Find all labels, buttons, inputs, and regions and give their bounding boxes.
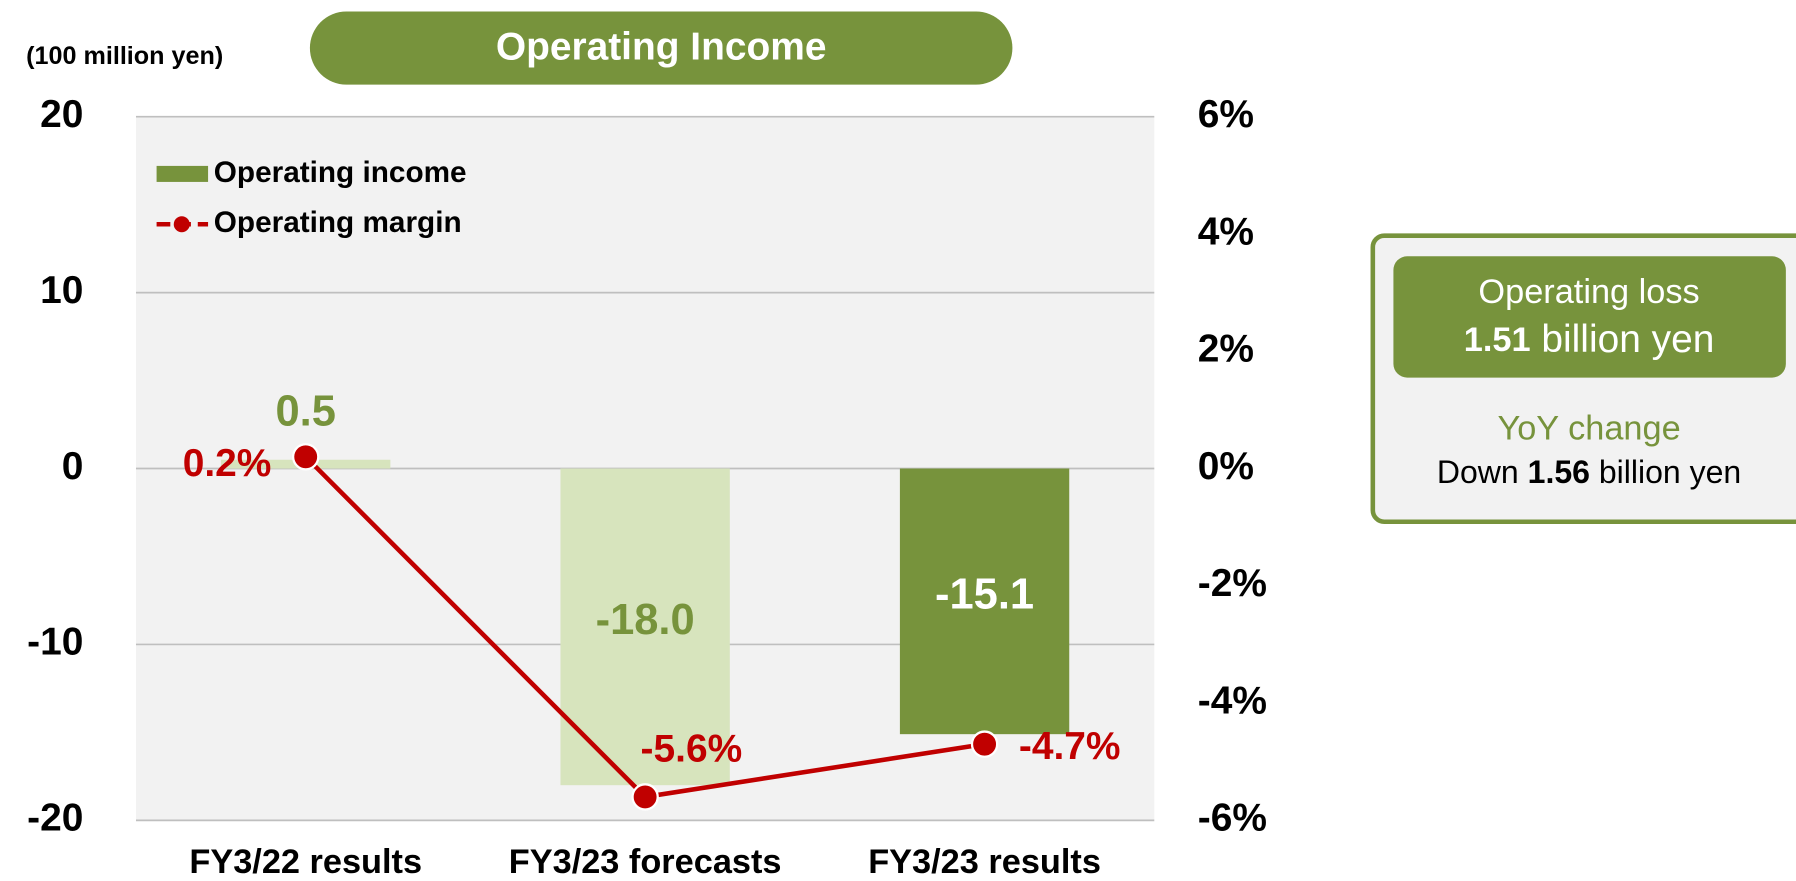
- summary-amount-line: 1.51 billion yen: [1464, 318, 1715, 361]
- y-tick-label: 20: [40, 93, 83, 136]
- bar-value-label: -15.1: [935, 570, 1034, 618]
- x-tick-label: FY3/22 results: [189, 843, 422, 881]
- x-tick-label: FY3/23 forecasts: [509, 843, 782, 881]
- line-point: [291, 443, 320, 471]
- summary-amount: 1.51: [1464, 321, 1531, 359]
- summary-change-label: YoY change: [1497, 409, 1680, 447]
- y-axis-label: (100 million yen): [26, 42, 223, 70]
- summary-change-unit: billion yen: [1599, 454, 1741, 490]
- y-tick-label: -20: [27, 797, 83, 840]
- title-pill: [309, 11, 1013, 85]
- y-tick-label: -10: [27, 621, 83, 664]
- legend-label: Operating income: [214, 156, 467, 189]
- y2-tick-label: 0%: [1198, 445, 1254, 488]
- line-value-label: -5.6%: [641, 727, 743, 770]
- summary-change-prefix: Down: [1437, 454, 1519, 490]
- y2-tick-label: -4%: [1198, 679, 1267, 722]
- line-point: [631, 783, 659, 811]
- bar-value-label: 0.5: [275, 387, 335, 435]
- y2-tick-label: 6%: [1198, 93, 1254, 136]
- summary-highlight: [1393, 256, 1786, 378]
- summary-headline: Operating loss: [1478, 273, 1699, 311]
- bar: [560, 468, 730, 786]
- line-value-label: -4.7%: [1019, 725, 1121, 768]
- y2-tick-label: -6%: [1198, 797, 1267, 840]
- y2-tick-label: 2%: [1198, 328, 1254, 371]
- bar: [899, 468, 1070, 735]
- legend-label: Operating margin: [214, 206, 462, 239]
- summary-amount-unit: billion yen: [1541, 318, 1714, 361]
- y2-tick-label: -2%: [1198, 562, 1267, 605]
- summary-box: Operating loss 1.51 billion yen YoY chan…: [1370, 233, 1796, 525]
- y-tick-label: 10: [40, 269, 83, 312]
- bar-value-label: -18.0: [596, 596, 695, 644]
- summary-change-amount: 1.56: [1528, 454, 1590, 490]
- line-point: [970, 730, 999, 758]
- legend-swatch: [156, 165, 209, 182]
- y2-tick-label: 4%: [1198, 210, 1254, 253]
- y-tick-label: 0: [62, 445, 84, 488]
- line-value-label: 0.2%: [183, 442, 272, 485]
- legend-swatch-dot: [173, 216, 190, 233]
- summary-change-line: Down 1.56 billion yen: [1437, 454, 1741, 490]
- chart-title: Operating Income: [496, 25, 827, 68]
- x-tick-label: FY3/23 results: [868, 843, 1101, 881]
